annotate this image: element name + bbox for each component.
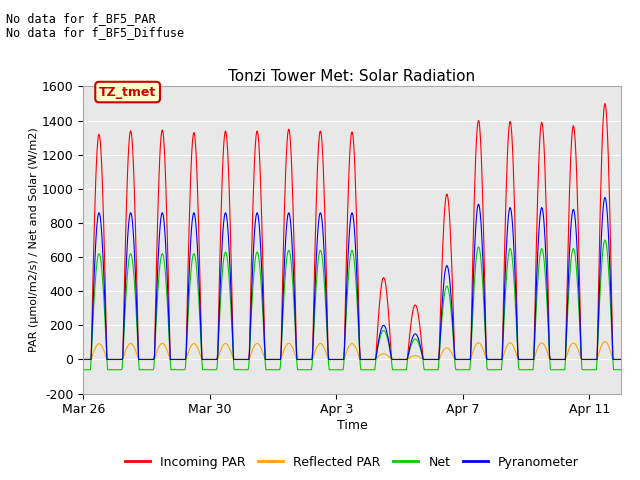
Text: No data for f_BF5_PAR: No data for f_BF5_PAR	[6, 12, 156, 25]
Y-axis label: PAR (μmol/m2/s) / Net and Solar (W/m2): PAR (μmol/m2/s) / Net and Solar (W/m2)	[29, 128, 39, 352]
Text: No data for f_BF5_Diffuse: No data for f_BF5_Diffuse	[6, 26, 184, 39]
X-axis label: Time: Time	[337, 419, 367, 432]
Title: Tonzi Tower Met: Solar Radiation: Tonzi Tower Met: Solar Radiation	[228, 69, 476, 84]
Text: TZ_tmet: TZ_tmet	[99, 85, 156, 98]
Legend: Incoming PAR, Reflected PAR, Net, Pyranometer: Incoming PAR, Reflected PAR, Net, Pyrano…	[120, 451, 584, 474]
